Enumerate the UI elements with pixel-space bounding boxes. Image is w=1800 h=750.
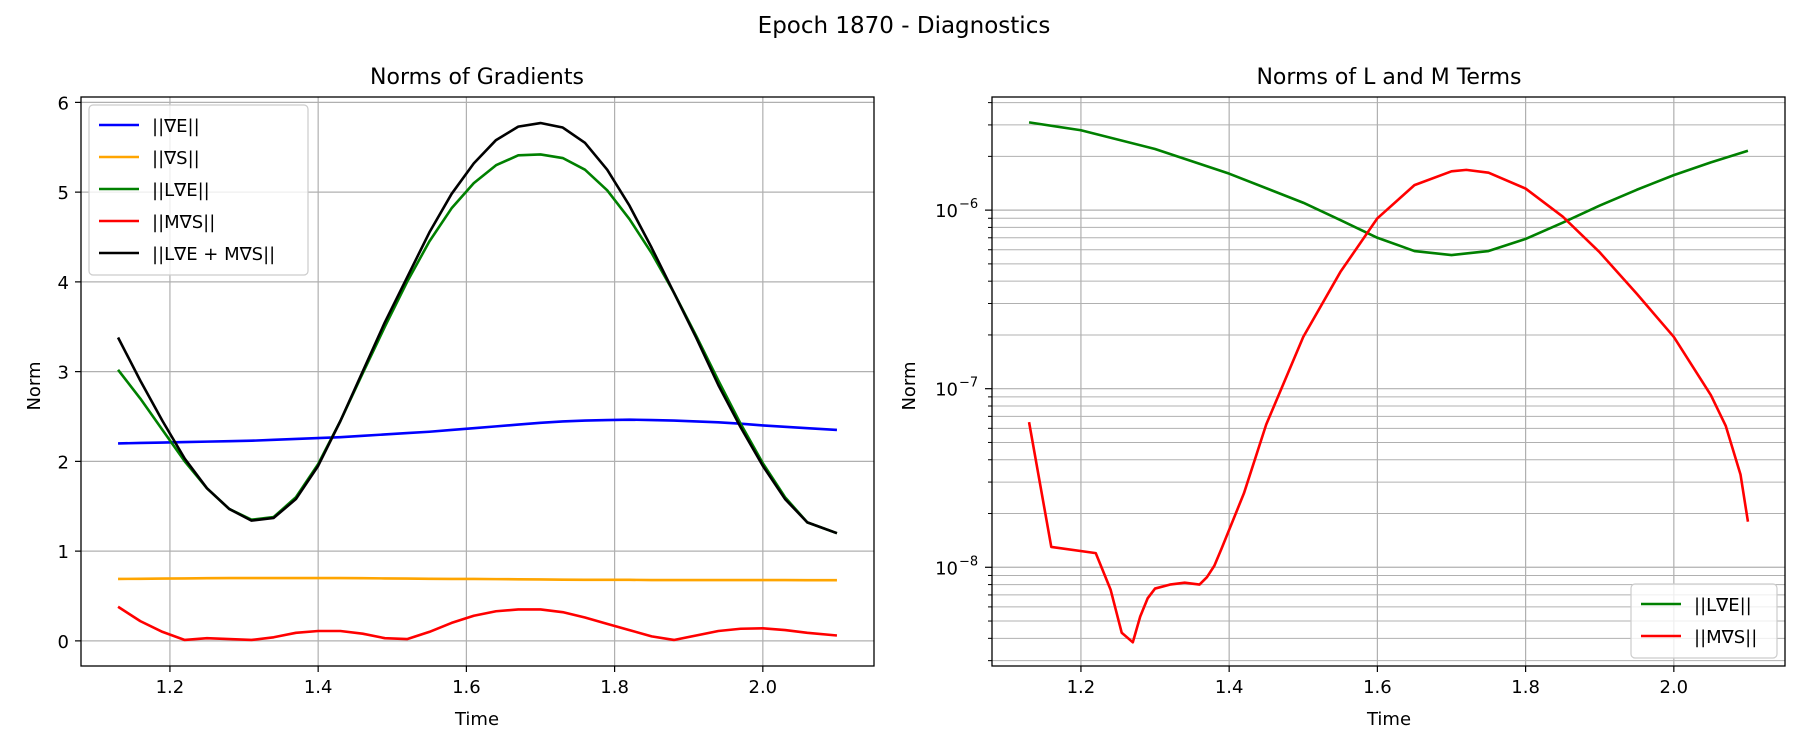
chart-left-ytick-label: 3 bbox=[58, 363, 69, 384]
chart-left-ytick-label: 1 bbox=[58, 542, 69, 563]
chart-left-ytick-label: 2 bbox=[58, 452, 69, 473]
chart-left-grid bbox=[81, 97, 874, 666]
chart-left-xtick-label: 2.0 bbox=[749, 677, 778, 698]
chart-right-ytick-exponent: −6 bbox=[959, 197, 978, 212]
chart-right-series-group bbox=[1027, 121, 1750, 644]
chart-left-series-line-4 bbox=[116, 121, 838, 535]
chart-left-series-line-3 bbox=[117, 605, 838, 642]
figure-suptitle: Epoch 1870 - Diagnostics bbox=[758, 13, 1051, 39]
chart-right-ytick-label: 10 bbox=[935, 380, 958, 401]
chart-left-series-line-0 bbox=[118, 418, 838, 445]
chart-right-ytick-exponent: −8 bbox=[959, 554, 978, 569]
chart-right-ytick-exponent: −7 bbox=[959, 376, 978, 391]
chart-right-axes-frame bbox=[991, 96, 1786, 667]
chart-left-ytick-label: 6 bbox=[58, 93, 69, 114]
chart-right-legend-label-1: ||M∇S|| bbox=[1694, 627, 1757, 648]
chart-left-xtick-label: 1.2 bbox=[156, 677, 185, 698]
chart-left-legend-label-2: ||L∇E|| bbox=[152, 180, 210, 201]
chart-right-ytick-label: 10 bbox=[935, 201, 958, 222]
chart-right-xtick-label: 1.6 bbox=[1363, 677, 1392, 698]
chart-right-ylabel: Norm bbox=[899, 361, 920, 410]
chart-left-legend-box bbox=[88, 104, 309, 276]
chart-left-title: Norms of Gradients bbox=[370, 65, 584, 90]
chart-right-xtick-label: 1.4 bbox=[1215, 677, 1244, 698]
chart-right-grid bbox=[992, 97, 1785, 666]
chart-left-ytick-label: 4 bbox=[58, 273, 69, 294]
chart-right-series-line-0 bbox=[1028, 121, 1749, 257]
chart-left-ytick-label: 5 bbox=[58, 183, 69, 204]
chart-right-series-line-1 bbox=[1027, 168, 1750, 644]
chart-left-xtick-label: 1.8 bbox=[600, 677, 629, 698]
chart-right-xtick-label: 2.0 bbox=[1660, 677, 1689, 698]
chart-left-legend-label-3: ||M∇S|| bbox=[152, 212, 215, 233]
chart-left-axes-frame bbox=[80, 96, 875, 667]
chart-left-xtick-label: 1.6 bbox=[452, 677, 481, 698]
chart-left-norms-of-gradients: Norms of Gradients Time Norm 1.2 1.4 1.6 1.… bbox=[24, 65, 875, 730]
chart-left-ytick-label: 0 bbox=[58, 632, 69, 653]
chart-right-xlabel: Time bbox=[1366, 709, 1411, 730]
chart-right-norms-of-l-and-m-terms: Norms of L and M Terms Time Norm 1.2 1.4 1… bbox=[899, 65, 1786, 730]
chart-left-legend-label-1: ||∇S|| bbox=[152, 148, 200, 169]
chart-left-xlabel: Time bbox=[454, 709, 499, 730]
chart-right-ytick-label: 10 bbox=[935, 558, 958, 579]
chart-right-legend: ||L∇E|| ||M∇S|| bbox=[1630, 583, 1778, 659]
chart-right-legend-box bbox=[1630, 583, 1778, 659]
chart-right-title: Norms of L and M Terms bbox=[1256, 65, 1521, 90]
chart-left-xtick-label: 1.4 bbox=[304, 677, 333, 698]
chart-left-series-group bbox=[116, 121, 838, 642]
chart-left-legend-label-4: ||L∇E + M∇S|| bbox=[152, 244, 275, 265]
chart-left-ylabel: Norm bbox=[24, 361, 45, 410]
chart-right-xtick-label: 1.2 bbox=[1067, 677, 1096, 698]
chart-left-legend-label-0: ||∇E|| bbox=[152, 116, 200, 137]
chart-right-xtick-label: 1.8 bbox=[1511, 677, 1540, 698]
chart-left-legend: ||∇E|| ||∇S|| ||L∇E|| ||M∇S|| ||L∇E + M∇S|| bbox=[88, 104, 309, 276]
chart-right-legend-label-0: ||L∇E|| bbox=[1694, 595, 1752, 616]
chart-left-series-line-1 bbox=[118, 576, 837, 582]
